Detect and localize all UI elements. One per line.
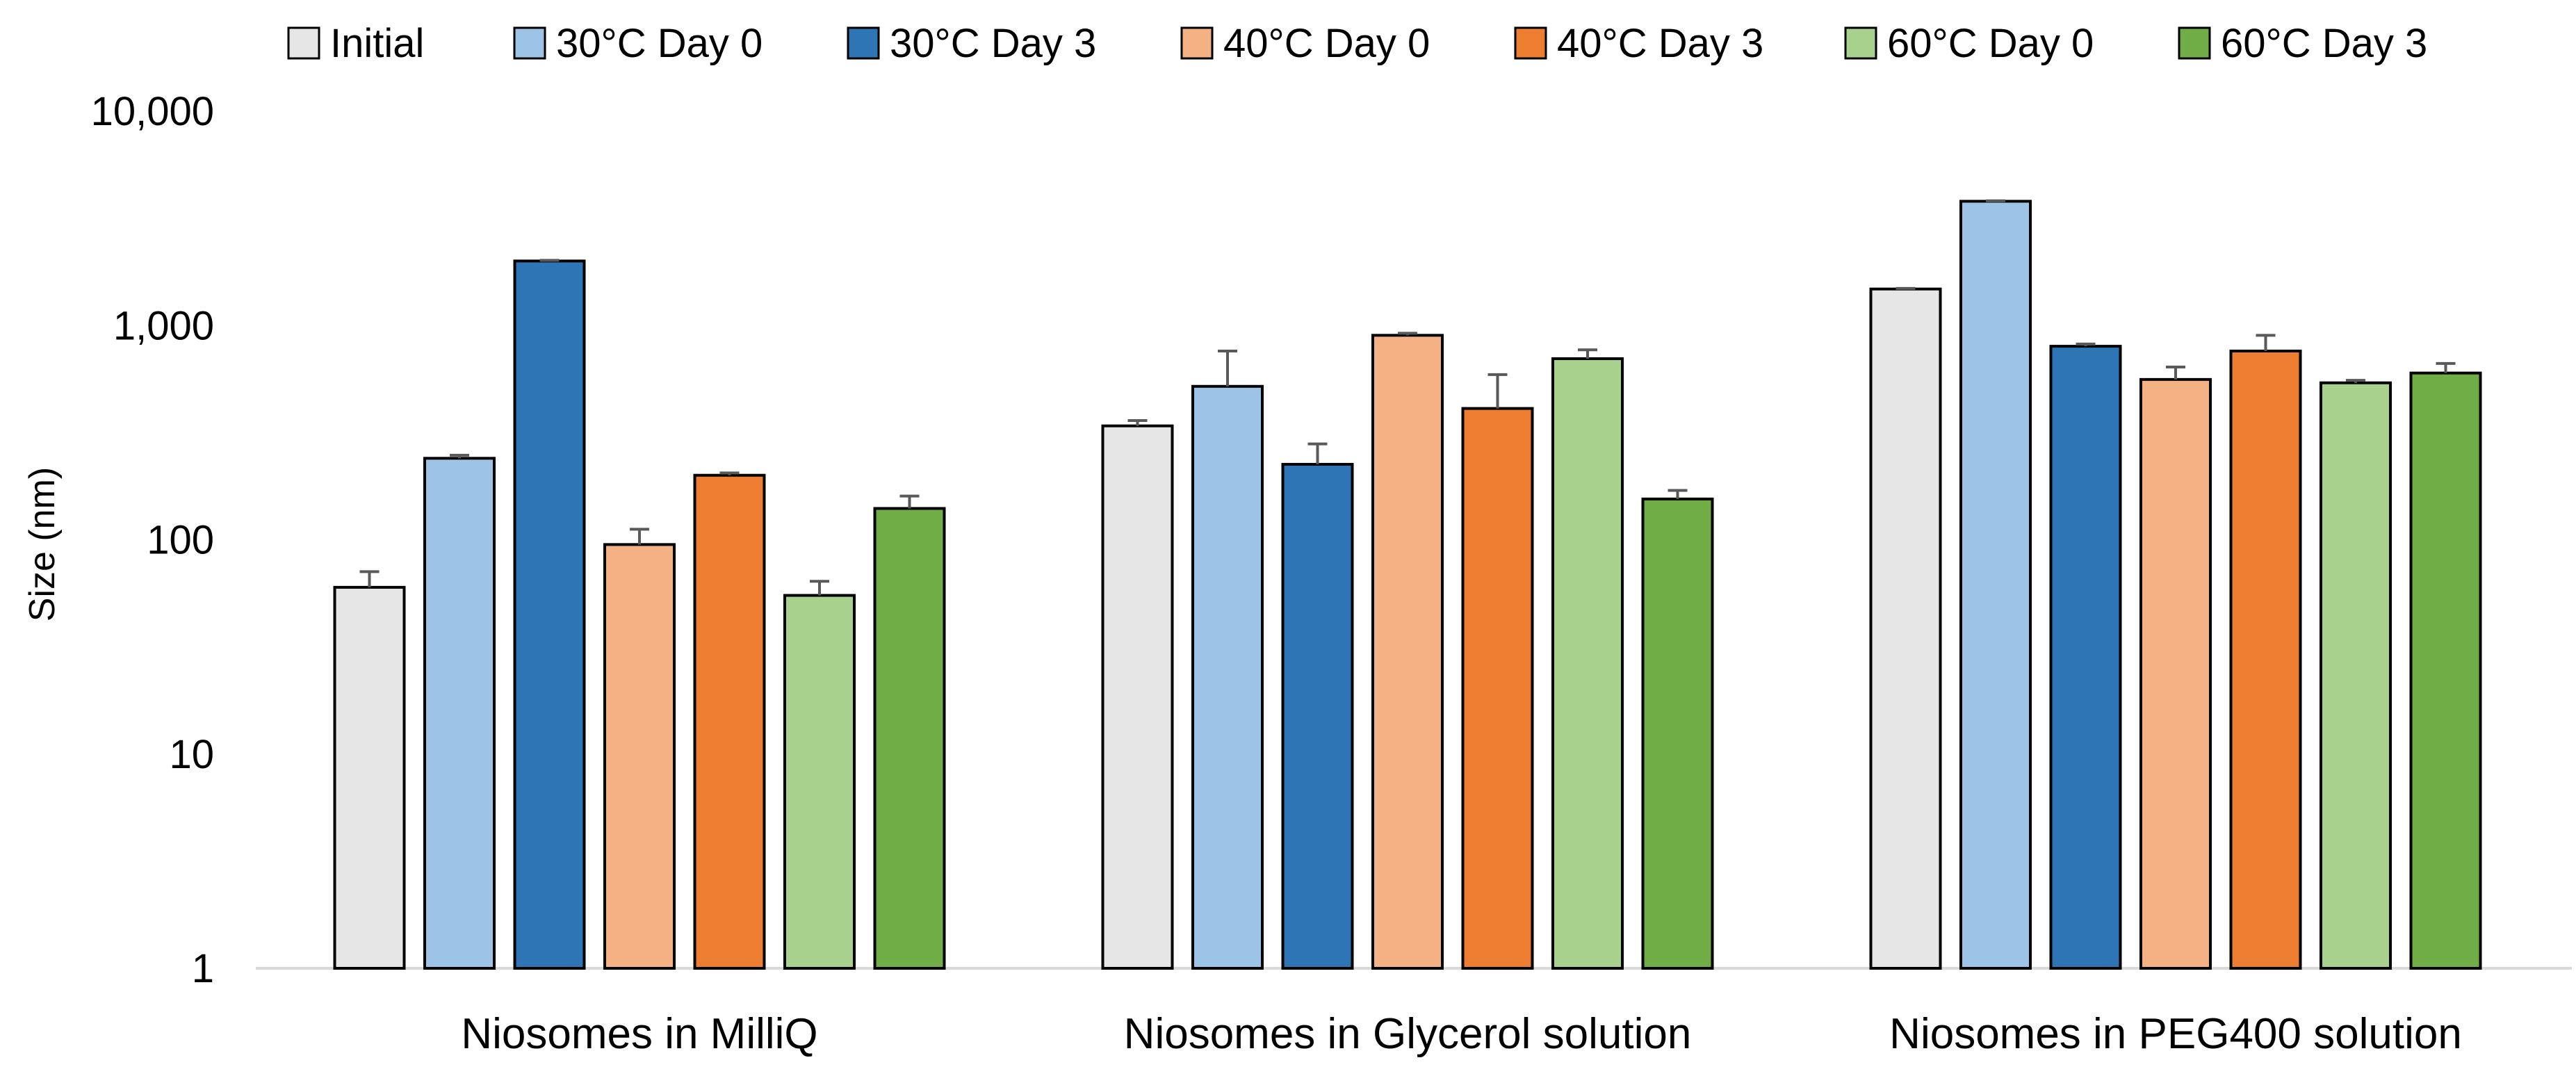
legend-swatch (847, 26, 880, 60)
y-tick-label: 100 (147, 518, 214, 563)
error-bar (1487, 373, 1508, 409)
bar (1869, 287, 1942, 970)
legend: Initial 30°C Day 0 30°C Day 3 40°C Day 0 40°… (287, 21, 2427, 66)
error-bar (1398, 332, 1417, 336)
legend-swatch (287, 26, 320, 60)
bar (603, 543, 676, 970)
error-bar (1896, 286, 1916, 290)
bar (2320, 381, 2392, 970)
legend-swatch (1844, 26, 1877, 60)
error-bar (719, 471, 740, 475)
bar (1281, 462, 1354, 970)
legend-swatch (1180, 26, 1214, 60)
error-bar (2346, 379, 2365, 383)
error-bar (1307, 442, 1328, 464)
category-labels: Niosomes in MilliQ Niosomes in Glycerol s… (461, 1010, 2461, 1058)
legend-label: 30°C Day 0 (556, 21, 763, 66)
legend-item: 30°C Day 3 (847, 21, 1096, 66)
bar (1641, 497, 1714, 970)
error-bar (630, 528, 649, 545)
legend-label: 40°C Day 0 (1223, 21, 1430, 66)
bars (333, 200, 2482, 970)
error-bar (899, 494, 920, 509)
y-axis-ticks: 1 10 100 1,000 10,000 (91, 89, 214, 991)
bar (693, 473, 766, 970)
bar (1371, 334, 1444, 970)
bar (2409, 371, 2482, 970)
x-category-label: Niosomes in Glycerol solution (1124, 1010, 1692, 1058)
error-bars (359, 199, 2456, 596)
bar (783, 594, 856, 970)
legend-swatch (2178, 26, 2211, 60)
error-bar (2166, 365, 2185, 380)
x-category-label: Niosomes in PEG400 solution (1889, 1010, 2462, 1058)
legend-item: 60°C Day 0 (1844, 21, 2094, 66)
error-bar (1218, 349, 1237, 386)
bar (1191, 384, 1264, 970)
error-bar (810, 580, 829, 596)
bar (2229, 349, 2302, 970)
error-bar (2256, 334, 2276, 351)
x-category-label: Niosomes in MilliQ (461, 1010, 817, 1058)
error-bar (359, 570, 380, 587)
y-tick-label: 1,000 (113, 303, 214, 348)
bar (513, 259, 586, 970)
legend-label: 60°C Day 0 (1887, 21, 2094, 66)
legend-label: Initial (330, 21, 424, 66)
legend-item: 30°C Day 0 (513, 21, 763, 66)
legend-item: 40°C Day 0 (1180, 21, 1430, 66)
bar (873, 507, 946, 970)
bar (1461, 407, 1534, 970)
bar (1551, 357, 1624, 970)
bar (1101, 424, 1174, 970)
bar (2049, 345, 2122, 970)
error-bar (2436, 361, 2456, 373)
bar (333, 585, 406, 970)
error-bar (2076, 342, 2096, 347)
error-bar (539, 259, 560, 262)
y-tick-label: 10,000 (91, 89, 214, 134)
bar (423, 457, 496, 970)
error-bar (450, 453, 469, 459)
legend-swatch (1514, 26, 1547, 60)
error-bar (1578, 348, 1597, 359)
legend-label: 40°C Day 3 (1557, 21, 1763, 66)
legend-swatch (513, 26, 546, 60)
legend-item: Initial (287, 21, 424, 66)
legend-label: 60°C Day 3 (2221, 21, 2427, 66)
error-bar (1668, 489, 1688, 499)
y-tick-label: 1 (192, 946, 214, 991)
bar (2139, 377, 2212, 970)
y-axis-label: Size (nm) (22, 467, 63, 621)
error-bar (1127, 419, 1148, 426)
y-tick-label: 10 (169, 732, 214, 777)
bar (1959, 200, 2032, 970)
legend-label: 30°C Day 3 (890, 21, 1096, 66)
legend-item: 60°C Day 3 (2178, 21, 2427, 66)
error-bar (1986, 199, 2005, 202)
legend-item: 40°C Day 3 (1514, 21, 1763, 66)
